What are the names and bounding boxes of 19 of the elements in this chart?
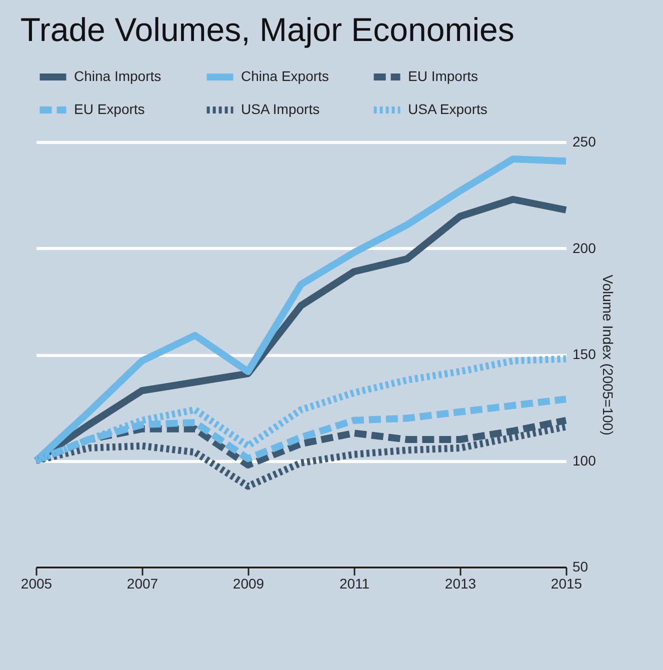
x-tick-label: 2007 (126, 576, 158, 592)
y-tick-label: 100 (572, 452, 596, 468)
legend-label: China Exports (241, 68, 329, 84)
legend-label: USA Exports (408, 101, 488, 117)
y-tick-label: 150 (572, 346, 596, 362)
legend-label: EU Imports (408, 68, 478, 84)
legend-label: EU Exports (74, 101, 145, 117)
x-tick-label: 2009 (232, 576, 264, 592)
legend-label: USA Imports (241, 101, 320, 117)
y-tick-label: 250 (572, 134, 596, 150)
y-tick-label: 200 (572, 240, 596, 256)
x-tick-label: 2005 (20, 576, 52, 592)
x-tick-label: 2013 (444, 576, 476, 592)
y-tick-label: 50 (572, 558, 588, 574)
chart-title: Trade Volumes, Major Economies (20, 11, 514, 48)
x-tick-label: 2015 (550, 576, 582, 592)
legend-label: China Imports (74, 68, 162, 84)
y-axis-title: Volume Index (2005=100) (600, 274, 616, 436)
x-tick-label: 2011 (339, 576, 370, 592)
